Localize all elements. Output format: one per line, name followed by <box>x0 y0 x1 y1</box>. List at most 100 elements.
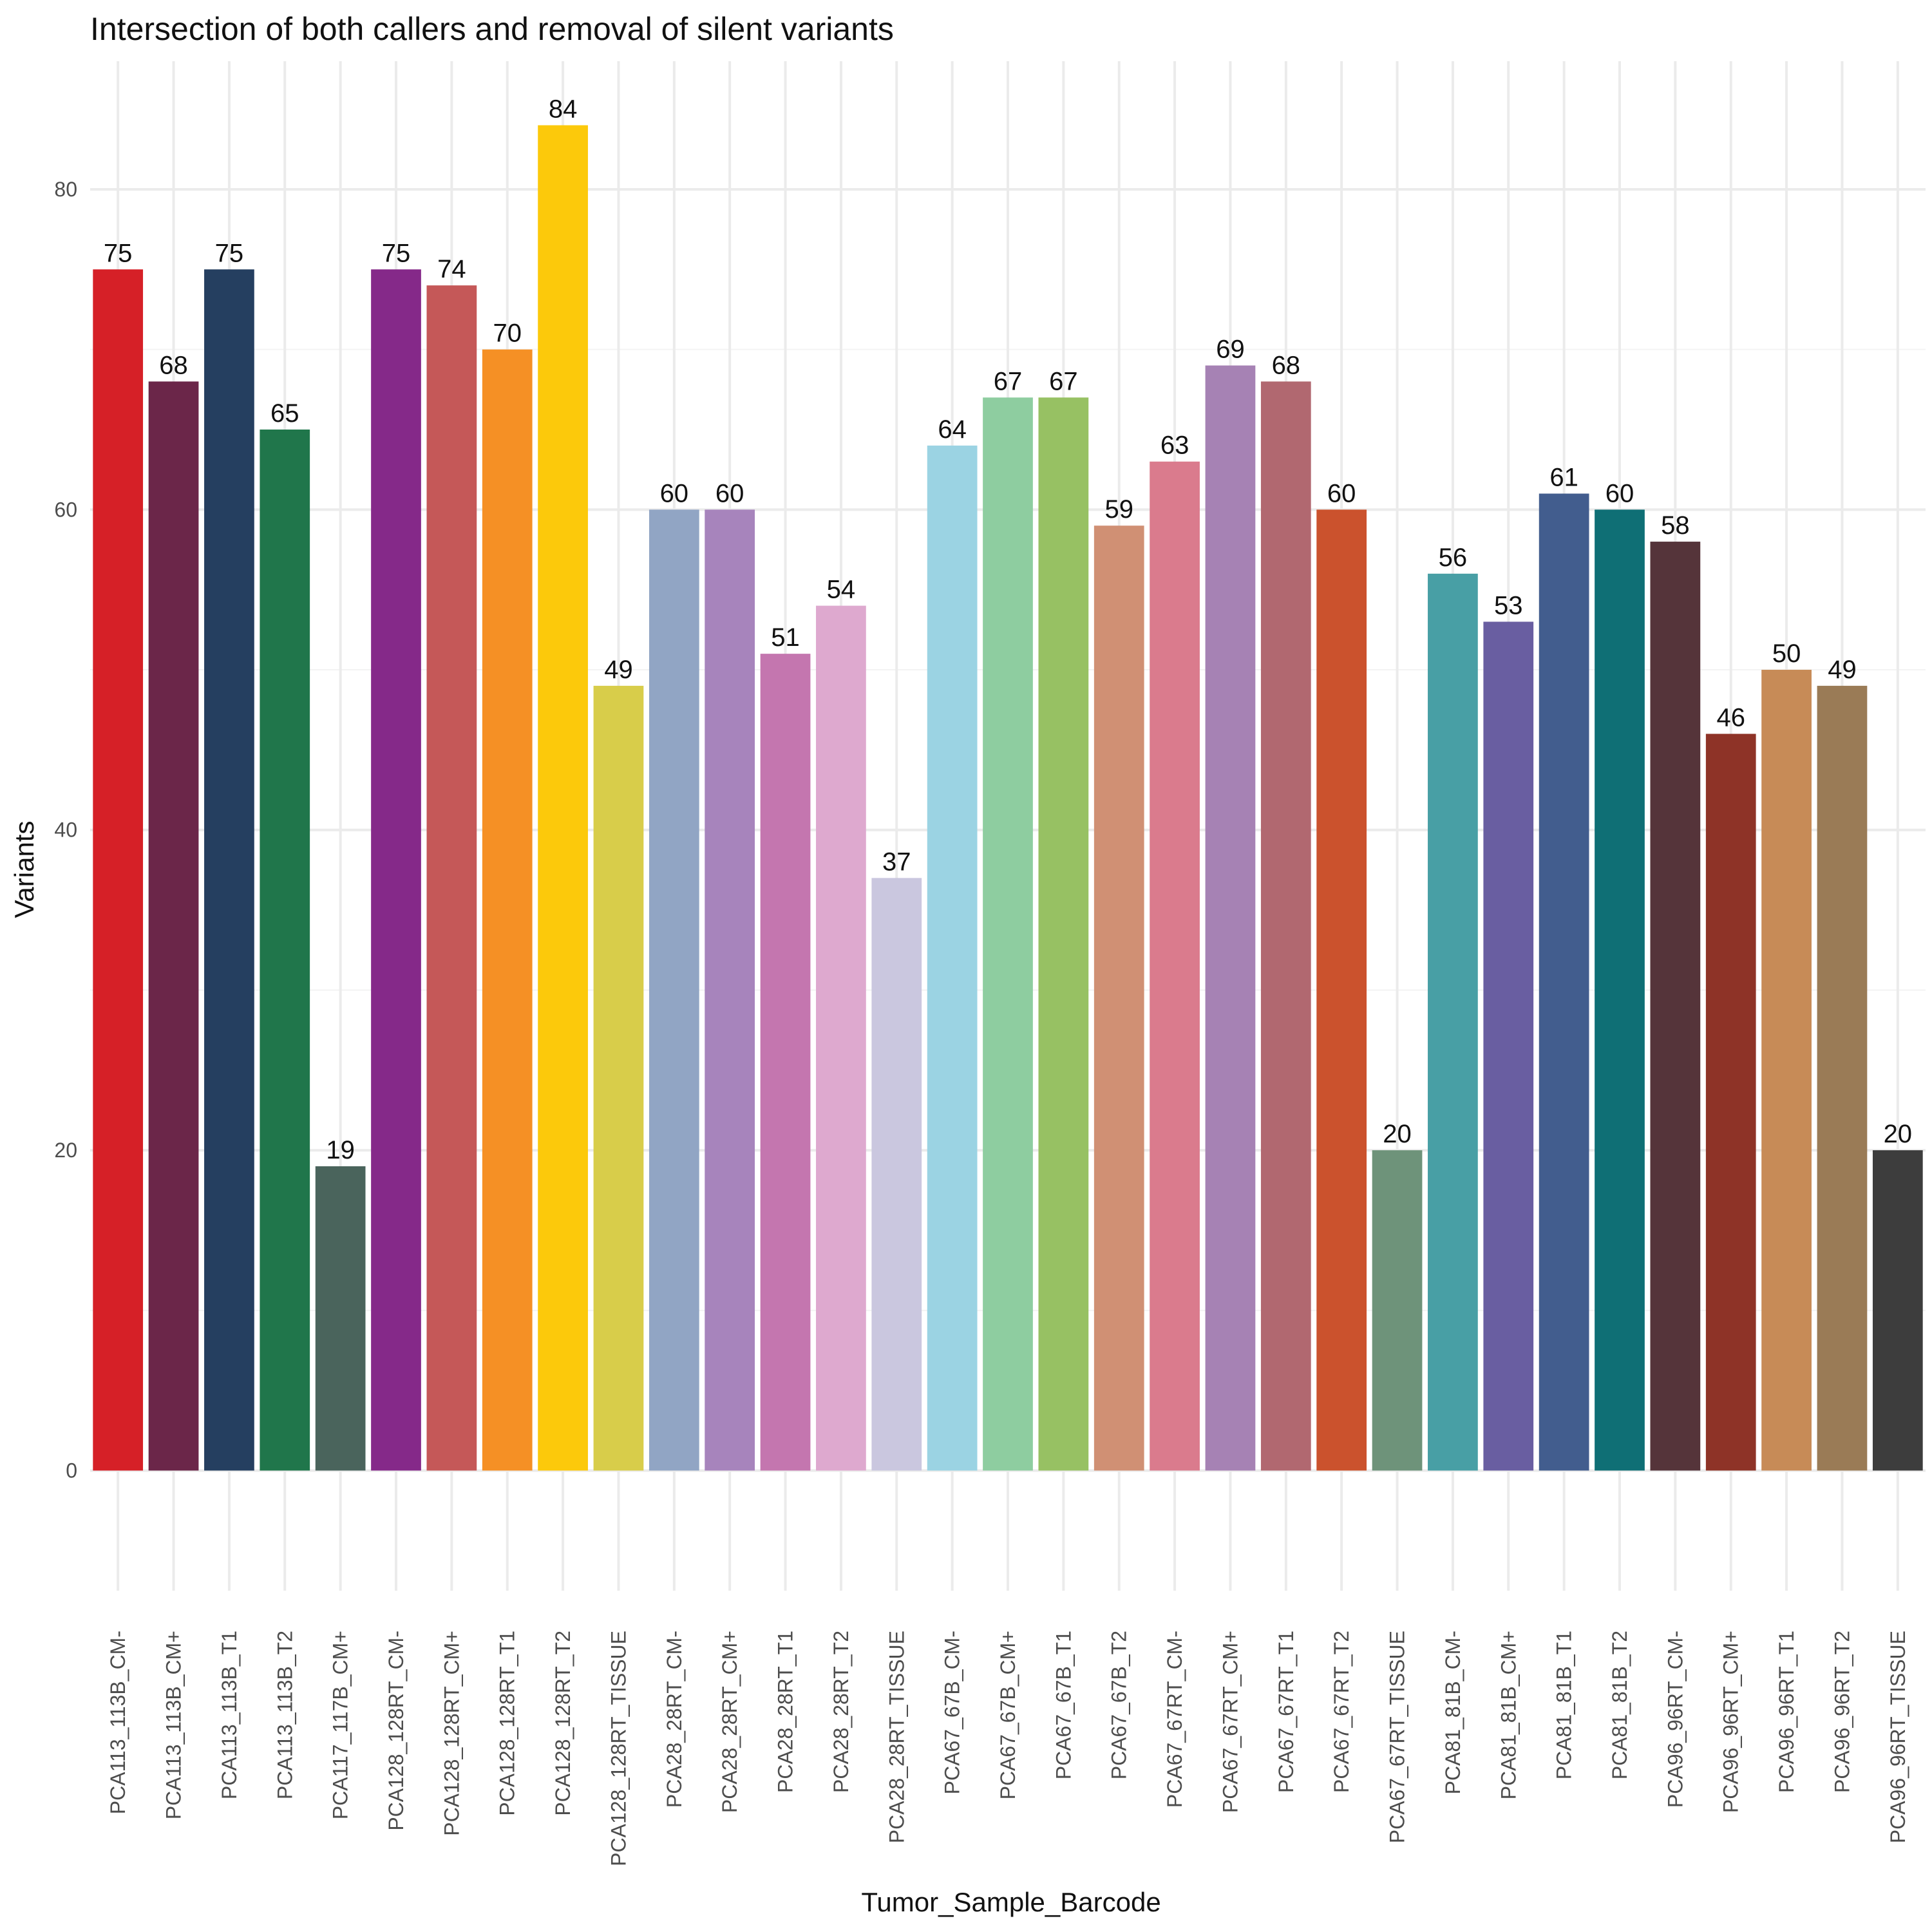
bar <box>871 878 922 1471</box>
data-labels: 75 68 75 65 19 75 74 70 84 49 60 60 51 54 37 64 67 67 59 63… <box>104 95 1912 1164</box>
bar-value-label: 68 <box>1272 351 1301 379</box>
bar-value-label: 20 <box>1383 1120 1412 1148</box>
x-tick-label: PCA128_128RT_CM+ <box>440 1631 463 1836</box>
x-tick-label: PCA96_96RT_CM- <box>1663 1631 1687 1808</box>
bar <box>1650 542 1701 1471</box>
x-tick-label: PCA67_67B_T2 <box>1108 1631 1131 1779</box>
bar <box>1872 1150 1923 1471</box>
bar-value-label: 60 <box>715 479 744 507</box>
x-tick-label: PCA28_28RT_T1 <box>774 1631 797 1793</box>
bar <box>371 269 421 1471</box>
bar-value-label: 63 <box>1160 431 1189 460</box>
y-tick-label: 20 <box>54 1139 77 1162</box>
x-tick-label: PCA81_81B_T2 <box>1608 1631 1631 1779</box>
bar-value-label: 67 <box>994 367 1023 395</box>
x-tick-label: PCA67_67B_CM+ <box>996 1631 1019 1799</box>
bar-value-label: 50 <box>1772 639 1801 668</box>
bar-value-label: 59 <box>1104 495 1133 524</box>
x-tick-label: PCA81_81B_T1 <box>1553 1631 1576 1779</box>
bar-value-label: 60 <box>1605 479 1634 507</box>
bar-value-label: 60 <box>1327 479 1356 507</box>
bars <box>93 125 1923 1471</box>
bar-value-label: 75 <box>215 239 244 267</box>
bar <box>1372 1150 1423 1471</box>
bar <box>1038 397 1089 1471</box>
bar-value-label: 65 <box>270 399 299 428</box>
bar-value-label: 61 <box>1549 463 1578 491</box>
bar <box>1761 670 1812 1471</box>
bar <box>538 125 588 1471</box>
bar-value-label: 84 <box>549 95 578 123</box>
y-tick-label: 80 <box>54 178 77 201</box>
bar-value-label: 49 <box>604 656 633 684</box>
bar-value-label: 19 <box>326 1136 355 1164</box>
x-tick-label: PCA67_67RT_TISSUE <box>1386 1631 1409 1843</box>
bar-value-label: 60 <box>660 479 689 507</box>
bar-value-label: 51 <box>771 623 800 652</box>
bar <box>204 269 254 1471</box>
bar <box>1705 734 1756 1471</box>
bar <box>260 429 310 1471</box>
x-tick-label: PCA113_113B_T2 <box>273 1631 296 1799</box>
bar <box>927 445 978 1471</box>
x-tick-label: PCA28_28RT_T2 <box>829 1631 853 1793</box>
bar-value-label: 58 <box>1661 511 1690 540</box>
bar-value-label: 20 <box>1884 1120 1913 1148</box>
bar <box>315 1166 366 1471</box>
bar <box>760 654 811 1471</box>
bar-value-label: 46 <box>1716 704 1745 732</box>
bar <box>1595 509 1645 1471</box>
bar <box>816 605 866 1471</box>
x-tick-label: PCA28_28RT_CM+ <box>718 1631 741 1813</box>
x-tick-label: PCA128_128RT_TISSUE <box>607 1631 630 1866</box>
x-tick-label: PCA96_96RT_T1 <box>1775 1631 1798 1793</box>
bar-value-label: 75 <box>382 239 411 267</box>
bar <box>705 509 755 1471</box>
bar <box>1483 621 1534 1471</box>
x-tick-label: PCA128_128RT_T1 <box>496 1631 519 1816</box>
bar-value-label: 75 <box>104 239 133 267</box>
x-tick-label: PCA113_113B_T1 <box>218 1631 241 1799</box>
bar-value-label: 68 <box>159 351 188 379</box>
x-axis-ticks: PCA113_113B_CM- PCA113_113B_CM+ PCA113_113… <box>106 1631 1909 1866</box>
bar <box>482 349 533 1471</box>
chart-title: Intersection of both callers and removal… <box>90 11 894 47</box>
bar <box>1817 685 1868 1471</box>
x-axis-title: Tumor_Sample_Barcode <box>861 1887 1160 1917</box>
bar <box>1205 365 1256 1471</box>
x-tick-label: PCA128_128RT_T2 <box>551 1631 574 1816</box>
bar <box>593 685 644 1471</box>
bar <box>1428 573 1478 1471</box>
bar <box>1094 526 1144 1471</box>
y-tick-label: 60 <box>54 498 77 521</box>
x-tick-label: PCA81_81B_CM- <box>1441 1631 1464 1794</box>
x-tick-label: PCA96_96RT_CM+ <box>1719 1631 1743 1813</box>
y-tick-label: 40 <box>54 819 77 842</box>
bar-value-label: 64 <box>938 415 967 444</box>
x-tick-label: PCA67_67RT_T1 <box>1274 1631 1298 1793</box>
x-tick-label: PCA67_67RT_CM+ <box>1218 1631 1242 1813</box>
bar-value-label: 70 <box>493 319 522 348</box>
x-tick-label: PCA67_67RT_CM- <box>1163 1631 1186 1808</box>
bar <box>1539 493 1589 1471</box>
bar-value-label: 53 <box>1494 591 1523 620</box>
x-tick-label: PCA67_67B_CM- <box>941 1631 964 1794</box>
x-tick-label: PCA28_28RT_CM- <box>663 1631 686 1808</box>
bar-value-label: 69 <box>1216 336 1245 364</box>
bar <box>1260 381 1311 1471</box>
x-tick-label: PCA113_113B_CM- <box>106 1631 129 1814</box>
x-tick-label: PCA96_96RT_T2 <box>1830 1631 1853 1793</box>
x-tick-label: PCA67_67RT_T2 <box>1330 1631 1353 1793</box>
bar <box>1150 461 1200 1471</box>
x-tick-label: PCA67_67B_T1 <box>1052 1631 1075 1779</box>
bar-value-label: 74 <box>437 255 466 283</box>
y-axis-title: Variants <box>9 821 39 918</box>
x-tick-label: PCA113_113B_CM+ <box>162 1631 185 1819</box>
x-tick-label: PCA96_96RT_TISSUE <box>1886 1631 1909 1843</box>
bar <box>1316 509 1367 1471</box>
bar-value-label: 49 <box>1828 656 1857 684</box>
bar <box>148 381 199 1471</box>
x-tick-label: PCA28_28RT_TISSUE <box>885 1631 908 1843</box>
